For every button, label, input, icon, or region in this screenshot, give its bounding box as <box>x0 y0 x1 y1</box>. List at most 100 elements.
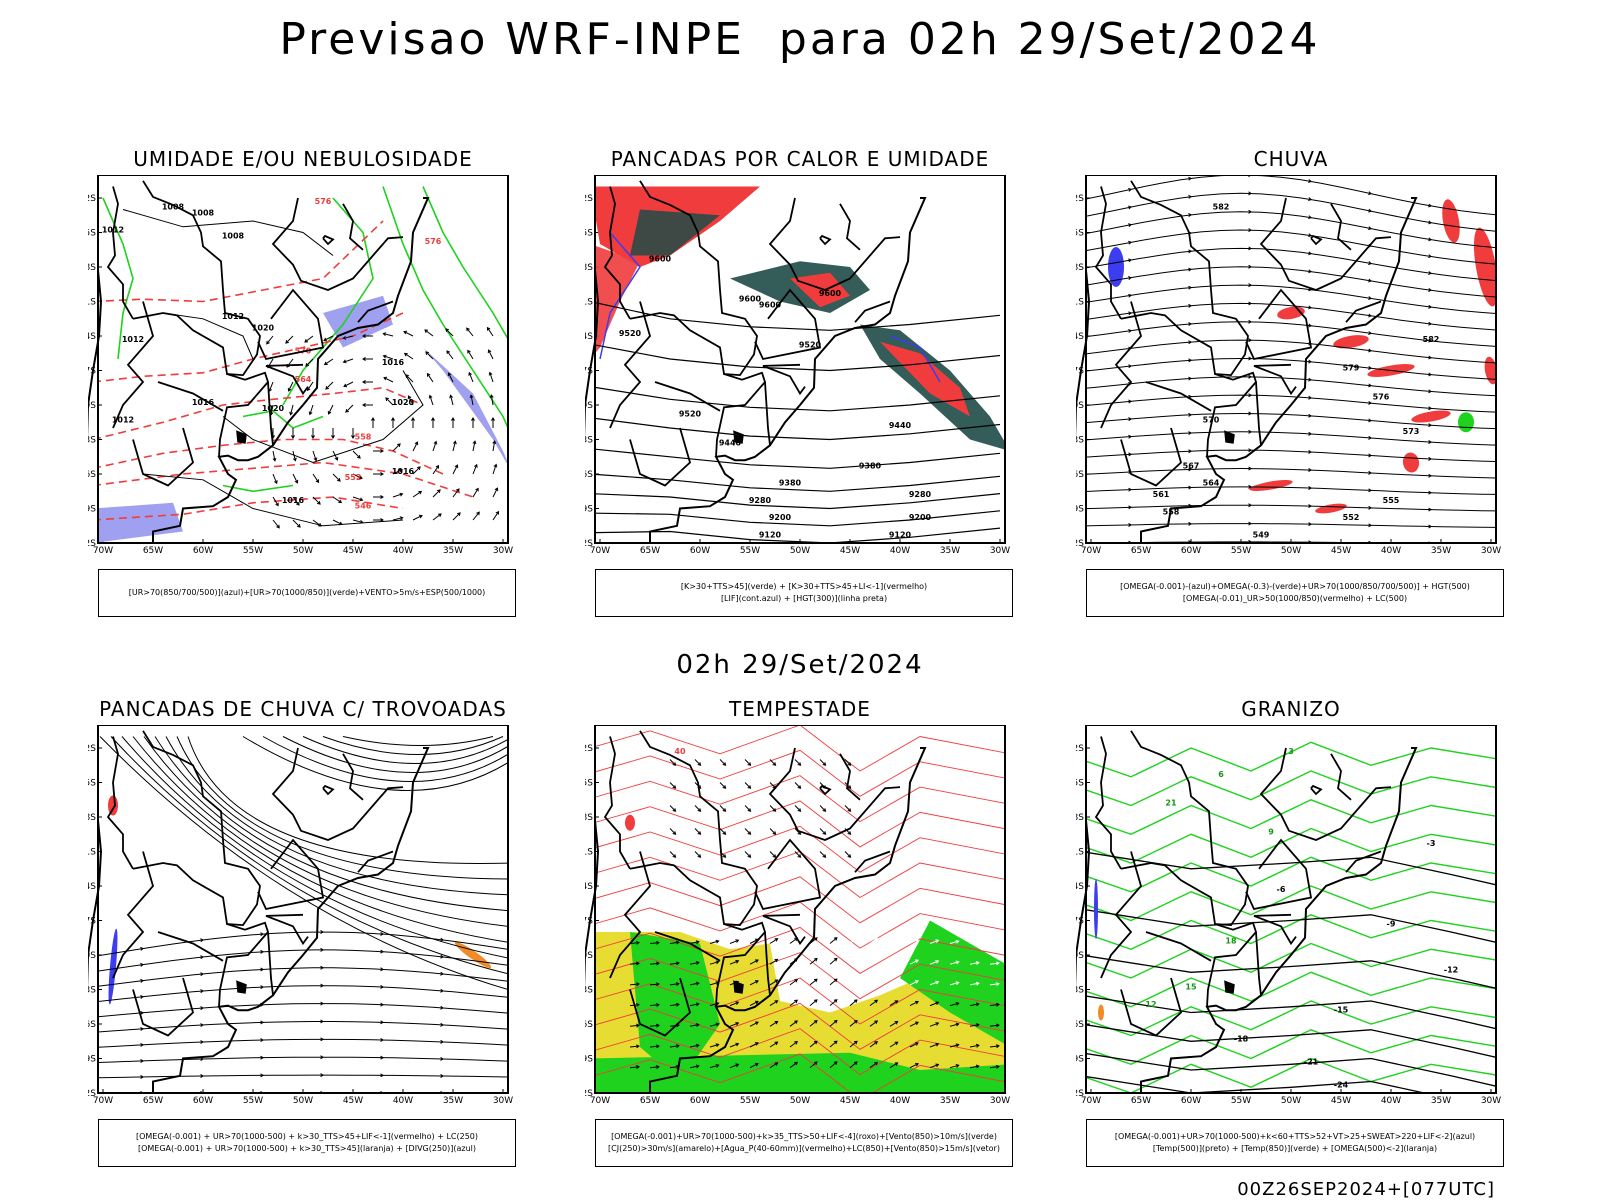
vector-head <box>371 417 375 421</box>
vector-head <box>1128 487 1133 492</box>
east-coastline <box>152 747 430 1093</box>
lon-label: 65W <box>640 546 660 556</box>
wind-vector <box>669 983 679 986</box>
vector-head <box>955 1043 960 1048</box>
vector-head <box>1128 205 1133 210</box>
vector-head <box>296 501 300 506</box>
wind-vector <box>844 805 851 812</box>
fields: 9600960096009600952095209520944094409380… <box>595 186 1005 543</box>
temp500-black <box>1086 1024 1496 1059</box>
contour-label: 1020 <box>252 323 275 332</box>
lat-label: 15S <box>88 779 96 789</box>
wind-vector <box>689 982 699 986</box>
border-line <box>132 977 195 1037</box>
west-coastline <box>88 270 103 440</box>
wind-vector <box>629 983 640 986</box>
vector-head <box>327 410 332 415</box>
wind-vector <box>272 519 280 529</box>
wind-vector <box>744 805 751 812</box>
temp500-black <box>1086 1052 1496 1087</box>
lat-label: 15S <box>1076 229 1084 239</box>
streamline <box>1086 175 1496 216</box>
west-coastline <box>1076 820 1091 990</box>
map-frame <box>594 725 1006 1094</box>
lon-label: 45W <box>840 1096 860 1106</box>
vector-head <box>471 417 475 421</box>
panel-title: UMIDADE E/OU NEBULOSIDADE <box>133 147 473 171</box>
wind-vector <box>424 329 434 337</box>
wind-vector <box>844 759 851 766</box>
vector-head <box>1248 209 1253 214</box>
ur-green <box>242 409 324 429</box>
vector-head <box>774 979 779 983</box>
wind-vector <box>312 450 317 461</box>
vector-head <box>822 808 827 812</box>
border-line <box>764 931 771 996</box>
vector-head <box>894 1041 899 1046</box>
wind-vector <box>929 1022 939 1027</box>
border-line <box>754 838 822 911</box>
vector-head <box>715 1063 720 1068</box>
vector-head <box>1248 283 1253 288</box>
vector-head <box>140 1058 145 1063</box>
temp850-green <box>1086 885 1496 922</box>
wind-vector <box>432 465 439 475</box>
isobar <box>142 473 404 527</box>
vector-head <box>1248 393 1253 398</box>
vector-head <box>1308 377 1313 382</box>
border-line <box>265 913 309 946</box>
vector-head <box>955 1022 960 1027</box>
lon-label: 30W <box>1481 1096 1501 1106</box>
vector-head <box>1128 417 1133 422</box>
legend-line: [OMEGA(-0.001)+UR>70(1000-500)+k<60+TTS>… <box>1114 1132 1476 1141</box>
vector-head <box>260 949 265 954</box>
vector-head <box>853 957 858 962</box>
border-line <box>1310 234 1323 246</box>
vector-head <box>915 959 919 963</box>
vector-head <box>260 985 265 990</box>
wind-vector <box>744 759 751 766</box>
vector-head <box>380 1055 385 1060</box>
border-line <box>1253 913 1297 946</box>
vector-head <box>794 1041 798 1045</box>
ur-green <box>422 186 508 341</box>
vector-head <box>466 327 470 332</box>
wind-vector <box>989 1024 999 1027</box>
vector-head <box>813 1040 818 1045</box>
vector-head <box>1248 484 1253 489</box>
vector-head <box>874 958 879 962</box>
isobar <box>222 370 424 464</box>
vector-head <box>813 1061 818 1065</box>
lat-label: 30S <box>585 401 593 411</box>
vector-head <box>320 1019 325 1024</box>
vector-head <box>320 947 325 952</box>
border-line <box>267 381 274 446</box>
wind-vector <box>989 941 999 944</box>
vector-head <box>418 490 423 495</box>
vector-head <box>1369 559 1372 562</box>
wind850-green <box>630 932 720 1082</box>
border-line <box>1330 753 1352 801</box>
vector-head <box>636 961 640 966</box>
wind850-green <box>595 1052 1005 1093</box>
contour-label: 15 <box>1185 983 1197 992</box>
border-line <box>257 288 325 361</box>
wind-vector <box>969 1024 979 1027</box>
rain-red <box>1484 356 1496 385</box>
vector-head <box>260 1091 265 1093</box>
legend-line: [OMEGA(-0.001)-(azul)+OMEGA(-0.3)-(verde… <box>1120 582 1470 591</box>
wind-vector <box>649 942 660 944</box>
ur-green <box>282 197 374 406</box>
vector-head <box>853 978 858 983</box>
border-line <box>819 234 832 246</box>
thick-red <box>98 386 424 440</box>
lon-label: 65W <box>143 1096 163 1106</box>
legend-box: [OMEGA(-0.001)+UR>70(1000-500)+k<60+TTS>… <box>1086 1119 1504 1167</box>
contour-label: -9 <box>1387 919 1396 928</box>
wind-vector <box>794 782 801 789</box>
wind-vector <box>472 464 478 475</box>
vector-head <box>995 961 1000 966</box>
vector-head <box>1128 187 1133 192</box>
vector-head <box>1188 358 1193 363</box>
vector-head <box>1248 503 1253 508</box>
